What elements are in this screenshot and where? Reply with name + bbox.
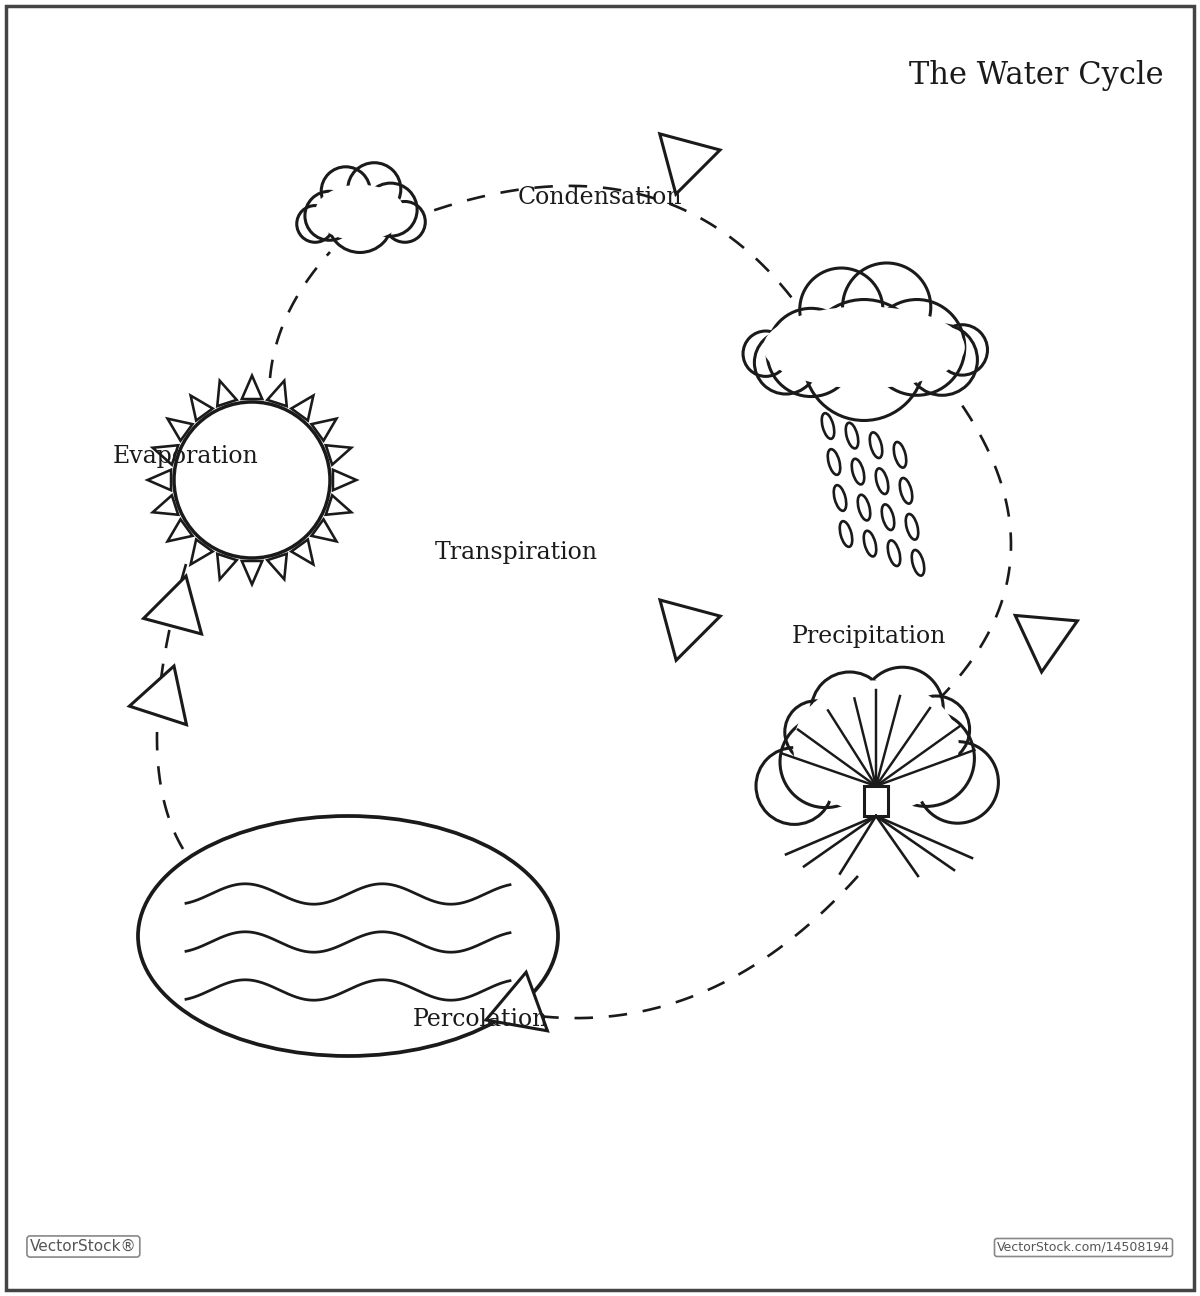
Circle shape bbox=[767, 308, 856, 397]
Circle shape bbox=[322, 167, 370, 215]
Polygon shape bbox=[130, 666, 186, 724]
Polygon shape bbox=[152, 446, 178, 465]
Polygon shape bbox=[168, 520, 192, 542]
Ellipse shape bbox=[138, 816, 558, 1056]
Ellipse shape bbox=[840, 521, 852, 547]
Circle shape bbox=[348, 163, 401, 215]
Circle shape bbox=[902, 696, 970, 763]
Circle shape bbox=[811, 673, 888, 749]
Polygon shape bbox=[660, 600, 720, 660]
Polygon shape bbox=[241, 561, 263, 584]
Circle shape bbox=[799, 268, 883, 351]
Text: VectorStock®: VectorStock® bbox=[30, 1239, 137, 1255]
Polygon shape bbox=[217, 381, 236, 406]
Text: The Water Cycle: The Water Cycle bbox=[910, 60, 1164, 91]
Text: VectorStock.com/14508194: VectorStock.com/14508194 bbox=[997, 1242, 1170, 1255]
Circle shape bbox=[755, 330, 817, 394]
Circle shape bbox=[780, 717, 871, 807]
Polygon shape bbox=[486, 972, 547, 1030]
Circle shape bbox=[328, 187, 392, 253]
Polygon shape bbox=[217, 553, 236, 579]
Circle shape bbox=[364, 183, 418, 236]
Polygon shape bbox=[864, 785, 888, 816]
Polygon shape bbox=[168, 419, 192, 441]
Circle shape bbox=[862, 667, 943, 749]
Polygon shape bbox=[1015, 616, 1078, 673]
Ellipse shape bbox=[912, 550, 924, 575]
Polygon shape bbox=[326, 495, 352, 515]
Polygon shape bbox=[148, 469, 172, 490]
Circle shape bbox=[785, 701, 847, 763]
Ellipse shape bbox=[894, 442, 906, 468]
Text: Evaporation: Evaporation bbox=[113, 445, 259, 468]
Ellipse shape bbox=[828, 450, 840, 474]
Polygon shape bbox=[268, 381, 287, 406]
Ellipse shape bbox=[858, 495, 870, 521]
Text: Precipitation: Precipitation bbox=[792, 625, 947, 648]
Polygon shape bbox=[241, 376, 263, 399]
Ellipse shape bbox=[793, 680, 959, 813]
Circle shape bbox=[743, 330, 788, 376]
Polygon shape bbox=[144, 575, 202, 634]
Ellipse shape bbox=[834, 485, 846, 511]
Ellipse shape bbox=[882, 504, 894, 530]
Circle shape bbox=[756, 748, 833, 824]
Ellipse shape bbox=[906, 515, 918, 539]
Text: Percolation: Percolation bbox=[413, 1008, 547, 1032]
Circle shape bbox=[384, 201, 425, 242]
Text: Condensation: Condensation bbox=[517, 187, 683, 210]
Polygon shape bbox=[312, 419, 336, 441]
Circle shape bbox=[869, 299, 965, 395]
Polygon shape bbox=[292, 395, 313, 420]
Ellipse shape bbox=[316, 184, 404, 241]
Circle shape bbox=[842, 263, 931, 351]
Circle shape bbox=[174, 402, 330, 559]
Polygon shape bbox=[268, 553, 287, 579]
Text: Transpiration: Transpiration bbox=[434, 540, 598, 564]
Ellipse shape bbox=[822, 413, 834, 439]
Circle shape bbox=[804, 299, 924, 420]
Ellipse shape bbox=[888, 540, 900, 566]
Ellipse shape bbox=[900, 478, 912, 504]
Ellipse shape bbox=[876, 468, 888, 494]
Polygon shape bbox=[660, 133, 720, 194]
Polygon shape bbox=[191, 539, 212, 565]
Ellipse shape bbox=[864, 531, 876, 556]
Ellipse shape bbox=[870, 433, 882, 457]
Circle shape bbox=[907, 325, 977, 395]
Polygon shape bbox=[191, 395, 212, 420]
Circle shape bbox=[296, 206, 334, 242]
Ellipse shape bbox=[852, 459, 864, 485]
Polygon shape bbox=[326, 446, 352, 465]
Ellipse shape bbox=[763, 306, 965, 389]
Circle shape bbox=[917, 741, 998, 823]
Polygon shape bbox=[152, 495, 178, 515]
Polygon shape bbox=[312, 520, 336, 542]
Circle shape bbox=[878, 710, 974, 806]
Polygon shape bbox=[332, 469, 356, 490]
Ellipse shape bbox=[846, 422, 858, 448]
Polygon shape bbox=[292, 539, 313, 565]
Circle shape bbox=[937, 325, 988, 375]
Circle shape bbox=[305, 192, 354, 240]
Circle shape bbox=[816, 684, 936, 804]
